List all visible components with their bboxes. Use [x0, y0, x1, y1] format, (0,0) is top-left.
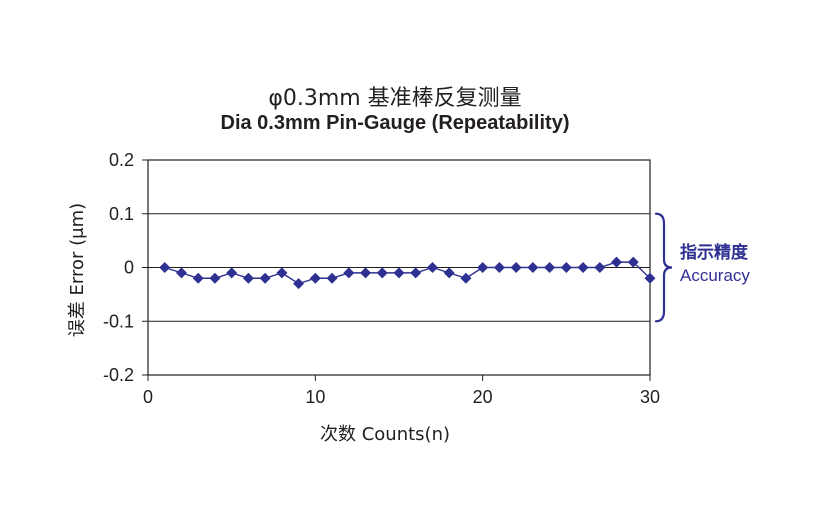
data-point	[276, 267, 287, 278]
data-point	[226, 267, 237, 278]
y-axis-label: 误差 Error (μm)	[63, 203, 89, 337]
accuracy-label-cn: 指示精度	[680, 238, 750, 263]
data-point	[193, 273, 204, 284]
data-point	[561, 262, 572, 273]
data-point	[410, 267, 421, 278]
chart-title: Dia 0.3mm Pin-Gauge (Repeatability)	[0, 112, 790, 135]
data-series	[159, 257, 655, 290]
x-tick-label: 0	[143, 387, 153, 407]
data-point	[360, 267, 371, 278]
x-tick-label: 20	[473, 387, 493, 407]
data-point	[377, 267, 388, 278]
chart-title-cn: φ0.3mm 基准棒反复测量	[0, 80, 790, 112]
y-tick-label: -0.1	[103, 311, 134, 331]
data-point	[578, 262, 589, 273]
data-point	[310, 273, 321, 284]
data-point	[209, 273, 220, 284]
data-point	[477, 262, 488, 273]
data-point	[511, 262, 522, 273]
data-point	[243, 273, 254, 284]
axis-ticks: 0.2 0.1 0 -0.1 -0.2 0 10 20 30	[103, 150, 660, 407]
data-point	[293, 278, 304, 289]
x-axis-label: 次数 Counts(n)	[320, 420, 450, 446]
series-line	[165, 262, 650, 284]
data-point	[343, 267, 354, 278]
x-tick-label: 30	[640, 387, 660, 407]
y-tick-label: 0.1	[109, 204, 134, 224]
accuracy-brace	[656, 214, 672, 322]
x-tick-label: 10	[305, 387, 325, 407]
data-point	[444, 267, 455, 278]
data-point	[394, 267, 405, 278]
data-point	[260, 273, 271, 284]
data-point	[176, 267, 187, 278]
data-point	[427, 262, 438, 273]
y-tick-label: -0.2	[103, 365, 134, 385]
data-point	[594, 262, 605, 273]
data-point	[527, 262, 538, 273]
data-point	[544, 262, 555, 273]
data-point	[460, 273, 471, 284]
data-point	[159, 262, 170, 273]
accuracy-annotation: 指示精度 Accuracy	[680, 238, 750, 286]
y-tick-label: 0	[124, 258, 134, 278]
data-point	[327, 273, 338, 284]
data-point	[611, 257, 622, 268]
y-tick-label: 0.2	[109, 150, 134, 170]
data-point	[494, 262, 505, 273]
accuracy-label-en: Accuracy	[680, 266, 750, 286]
